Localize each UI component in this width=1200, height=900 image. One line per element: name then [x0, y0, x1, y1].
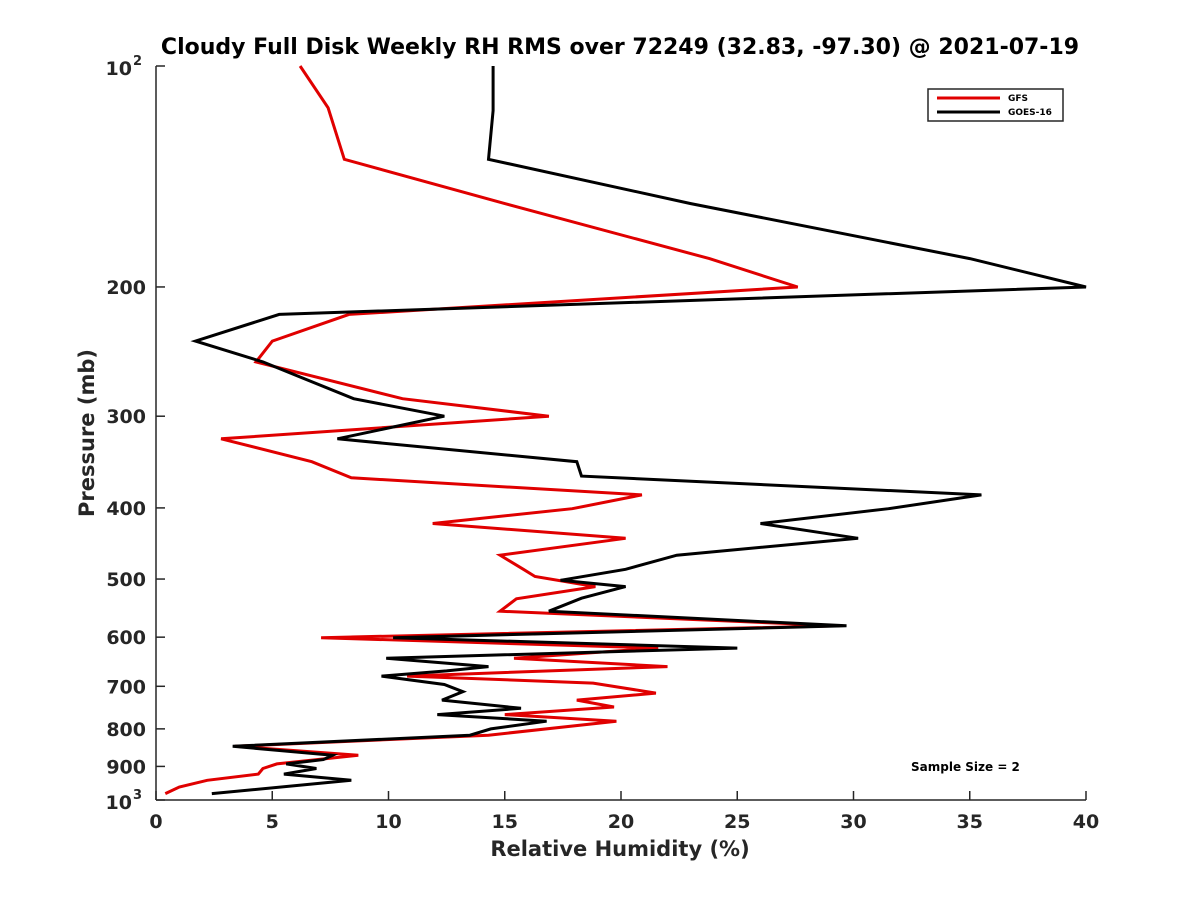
y-tick-label: 500 — [106, 569, 146, 591]
x-tick-label: 35 — [957, 811, 983, 833]
y-tick-label: 800 — [106, 719, 146, 741]
series-line-gfs — [164, 65, 840, 795]
y-tick-label: 400 — [106, 498, 146, 520]
y-tick-label: 10 — [106, 58, 132, 80]
x-tick-label: 0 — [149, 811, 162, 833]
legend: GFS GOES-16 — [927, 88, 1064, 122]
x-tick-label: 40 — [1073, 811, 1099, 833]
y-tick-label: 600 — [106, 627, 146, 649]
y-axis-label: Pressure (mb) — [75, 349, 99, 517]
x-axis-label: Relative Humidity (%) — [490, 837, 749, 861]
legend-label: GFS — [1008, 94, 1028, 104]
y-tick-label: 900 — [106, 756, 146, 778]
x-tick-label: 5 — [266, 811, 279, 833]
sample-size-annotation: Sample Size = 2 — [911, 760, 1020, 774]
y-tick-label: 200 — [106, 277, 146, 299]
x-axis: 0 5 10 15 20 25 30 35 40 — [149, 791, 1099, 833]
plot-area — [155, 65, 1087, 801]
y-tick-exponent: 3 — [133, 788, 142, 803]
legend-label: GOES-16 — [1008, 108, 1052, 118]
x-tick-label: 15 — [492, 811, 518, 833]
y-tick-label: 700 — [106, 676, 146, 698]
x-tick-label: 20 — [608, 811, 634, 833]
x-tick-label: 30 — [840, 811, 866, 833]
y-tick-exponent: 2 — [133, 54, 142, 69]
legend-box — [927, 88, 1064, 122]
y-tick-label: 10 — [106, 792, 132, 814]
chart-title: Cloudy Full Disk Weekly RH RMS over 7224… — [161, 35, 1079, 60]
y-tick-label: 300 — [106, 406, 146, 428]
x-tick-label: 25 — [724, 811, 750, 833]
x-tick-label: 10 — [375, 811, 401, 833]
series-line-goes-16 — [190, 66, 1087, 796]
